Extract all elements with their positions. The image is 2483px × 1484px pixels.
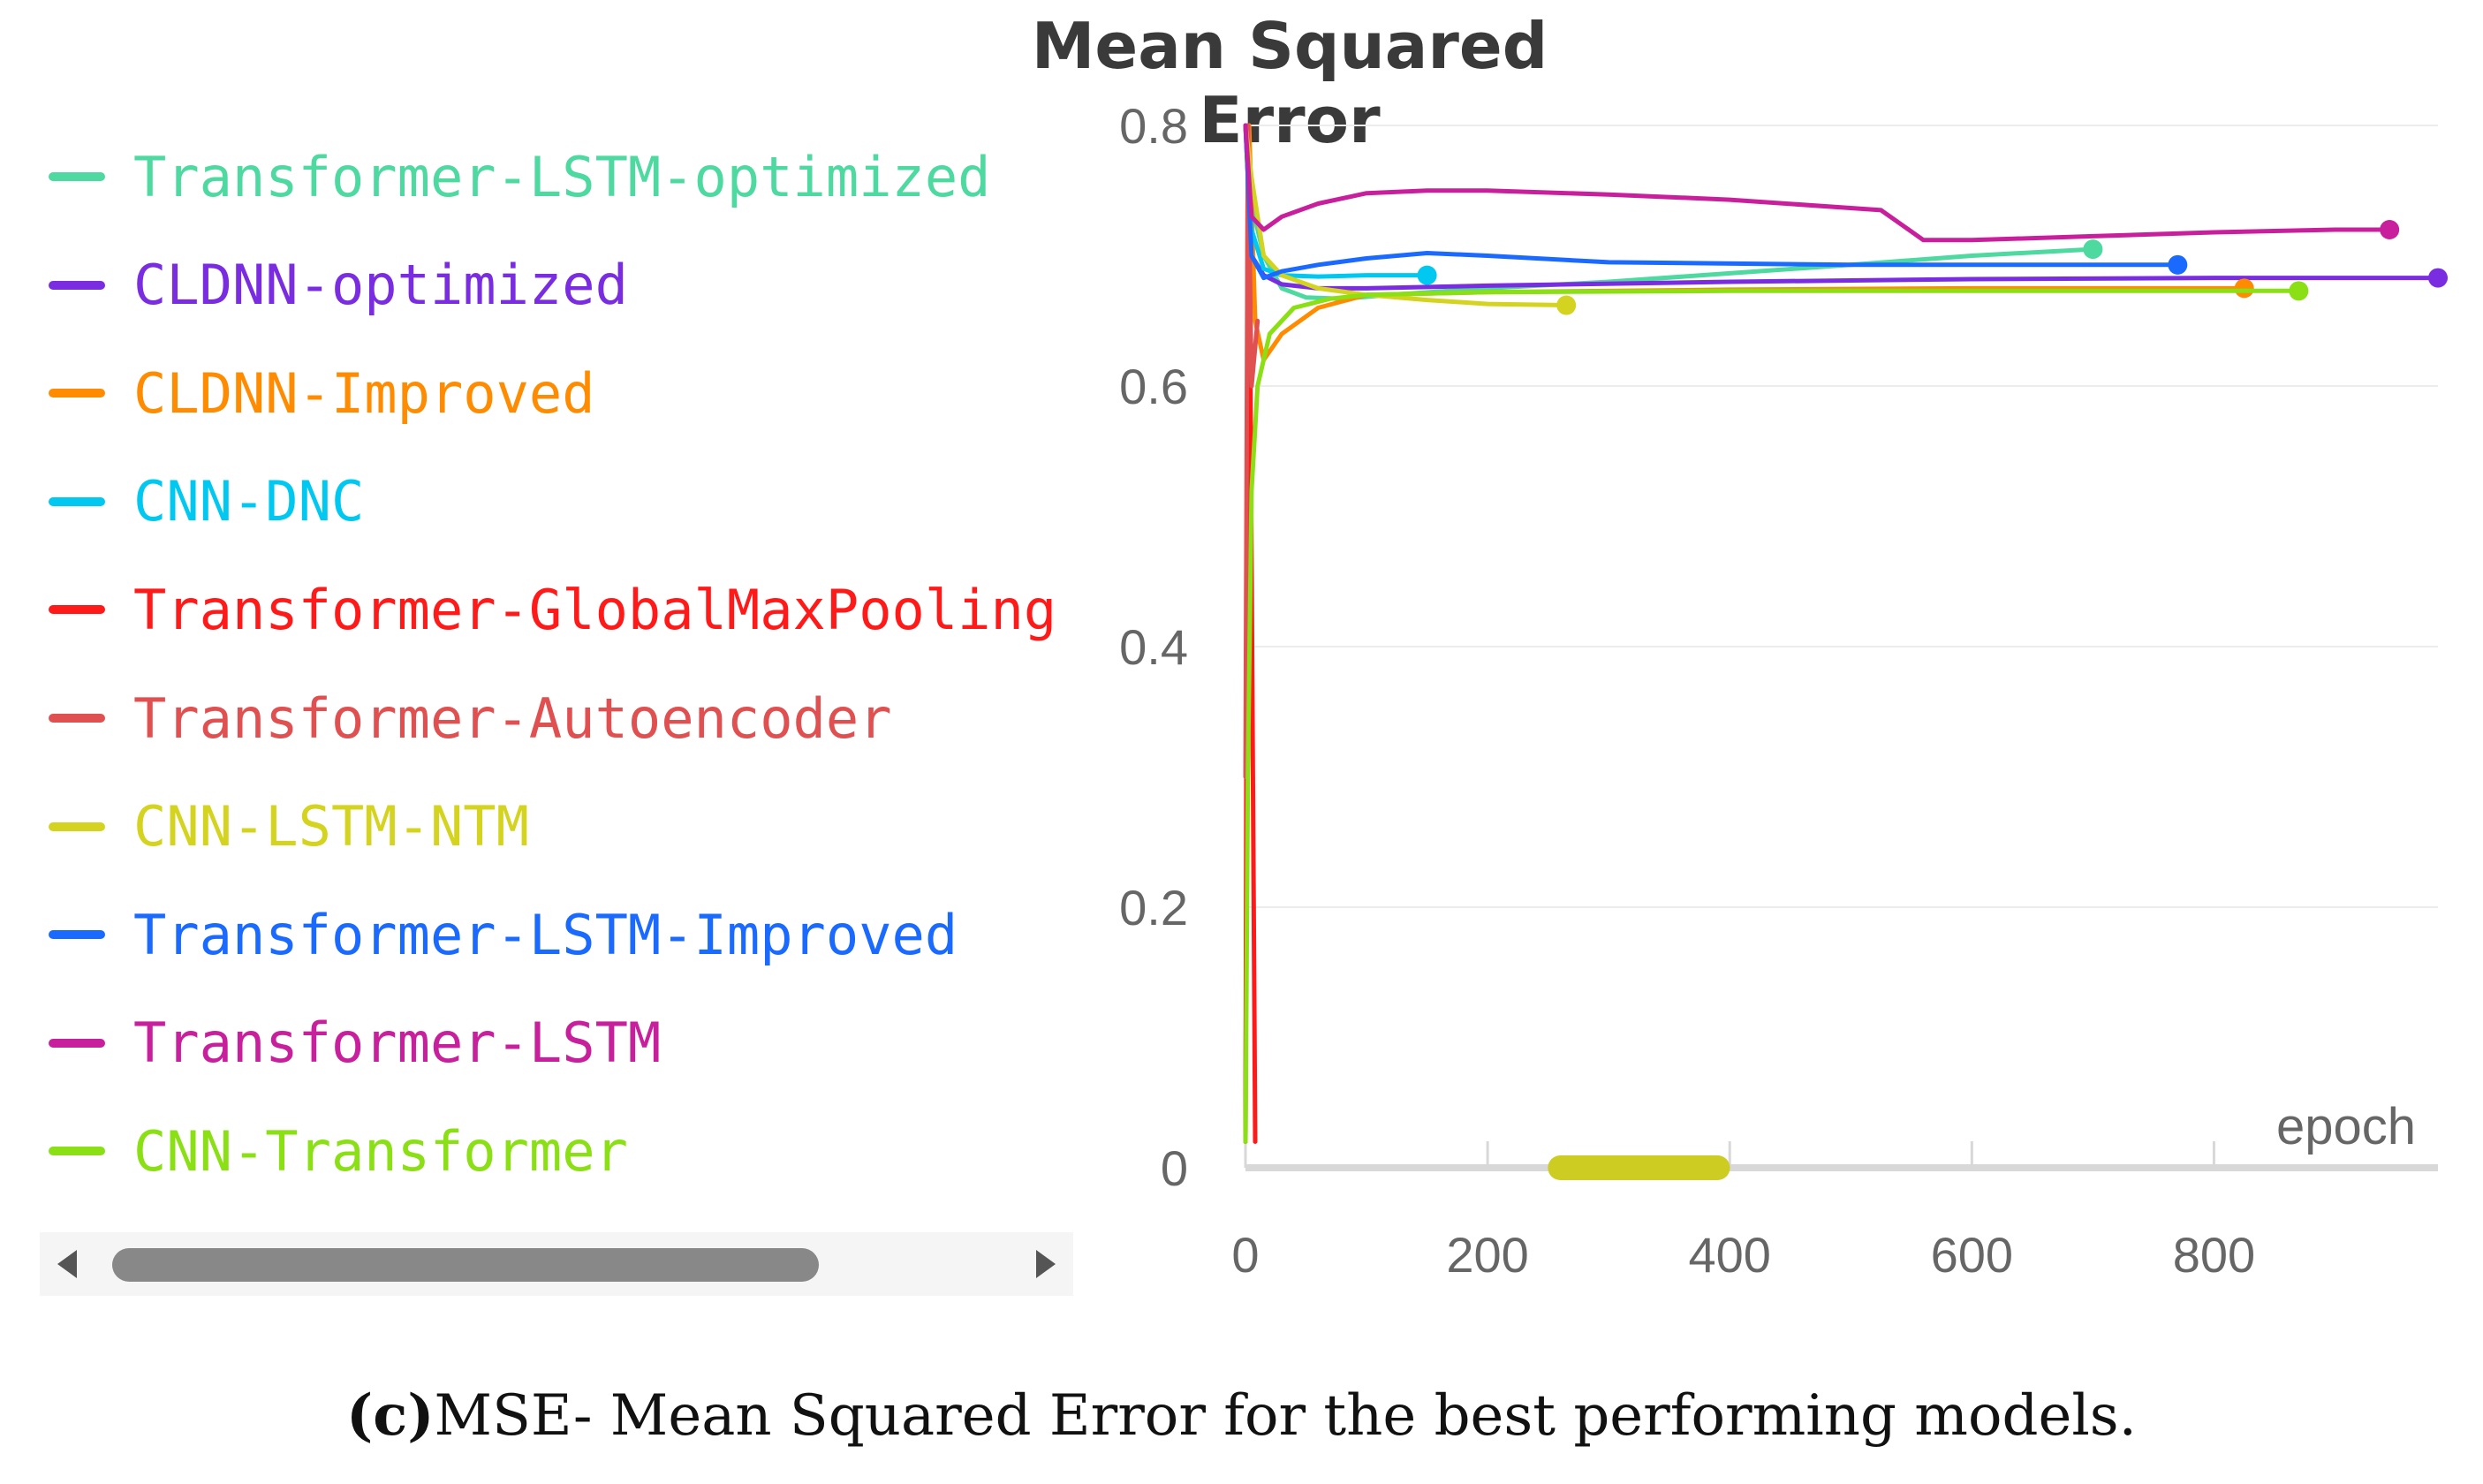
series-end-marker-transformer-lstm-optimized — [2083, 239, 2103, 260]
legend-swatch — [49, 1038, 105, 1048]
legend-item[interactable]: Transformer-Autoencoder — [49, 683, 892, 753]
y-tick-label: 0.6 — [1119, 359, 1188, 414]
x-tick-label: 800 — [2173, 1227, 2255, 1283]
series-line-cnn-lstm-ntm — [1243, 123, 1569, 307]
grid-lines — [1244, 125, 2438, 1171]
legend-swatch — [49, 280, 105, 290]
series-end-marker-transformer-lstm-improved — [2168, 254, 2188, 275]
legend-item[interactable]: Transformer-LSTM-optimized — [49, 141, 991, 212]
series-end-marker-transformer-lstm — [2380, 220, 2400, 239]
legend-label: Transformer-GlobalMaxPooling — [133, 577, 1057, 642]
legend-swatch — [49, 1147, 105, 1156]
series-lines — [1243, 123, 2448, 1144]
x-tick-label: 0 — [1231, 1227, 1259, 1283]
legend-item[interactable]: CLDNN-optimized — [49, 250, 628, 321]
y-tick-label: 0 — [1161, 1140, 1188, 1196]
y-tick-labels: 0 0.2 0.4 0.6 0.8 — [1119, 98, 1188, 1196]
legend-label: Transformer-LSTM — [133, 1011, 662, 1076]
legend-label: Transformer-LSTM-Improved — [133, 902, 958, 967]
legend-label: CLDNN-optimized — [133, 253, 628, 318]
legend-swatch — [49, 930, 105, 940]
legend-item[interactable]: CNN-DNC — [49, 466, 364, 537]
legend-label: CNN-LSTM-NTM — [133, 794, 529, 859]
figure-caption: (c)MSE- Mean Squared Error for the best … — [0, 1382, 2483, 1449]
legend-label: Transformer-LSTM-optimized — [133, 144, 991, 209]
legend-label: Transformer-Autoencoder — [133, 685, 892, 751]
legend-item[interactable]: CNN-LSTM-NTM — [49, 791, 529, 862]
x-tick-label: 200 — [1446, 1227, 1528, 1283]
plot-area: 0 200 400 600 800 0 0.2 0.4 0.6 0.8 epoch — [1119, 98, 2448, 1283]
legend-swatch — [49, 822, 105, 831]
legend-item[interactable]: CNN-Transformer — [49, 1116, 628, 1186]
legend-item[interactable]: Transformer-GlobalMaxPooling — [49, 574, 1056, 645]
x-tick-labels: 0 200 400 600 800 — [1231, 1227, 2255, 1283]
legend-swatch — [49, 605, 105, 615]
legend-label: CLDNN-Improved — [133, 360, 595, 426]
caption-label: (c) — [346, 1382, 435, 1449]
y-tick-label: 0.2 — [1119, 880, 1188, 935]
chart-title: Mean Squared Error — [1031, 9, 1548, 157]
series-line-cnn-transformer — [1243, 288, 2301, 1144]
series-end-marker-cnn-lstm-ntm — [1556, 295, 1577, 315]
scroll-right-arrow-icon[interactable] — [1036, 1250, 1056, 1278]
series-end-marker-cldnn-optimized — [2428, 268, 2448, 288]
series-end-marker-cldnn-improved — [2234, 278, 2254, 299]
scroll-left-arrow-icon[interactable] — [57, 1250, 77, 1278]
y-tick-label: 0.8 — [1119, 98, 1188, 154]
scroll-thumb[interactable] — [112, 1248, 819, 1282]
legend-item[interactable]: Transformer-LSTM-Improved — [49, 899, 958, 970]
legend-swatch — [49, 389, 105, 398]
legend-label: CNN-DNC — [133, 469, 365, 534]
series-end-marker-cnn-dnc — [1417, 265, 1437, 285]
legend-label: CNN-Transformer — [133, 1118, 628, 1184]
series-end-marker-cnn-transformer — [2289, 281, 2309, 301]
caption-text: MSE- Mean Squared Error for the best per… — [434, 1383, 2137, 1449]
x-axis-label: epoch — [2276, 1098, 2416, 1155]
x-tick-label: 600 — [1931, 1227, 2013, 1283]
legend-item[interactable]: Transformer-LSTM — [49, 1008, 661, 1079]
legend-swatch — [49, 714, 105, 723]
x-tick-label: 400 — [1689, 1227, 1771, 1283]
series-line-transformer-lstm — [1243, 123, 2392, 243]
y-tick-label: 0.4 — [1119, 619, 1188, 675]
legend-swatch — [49, 496, 105, 506]
series-line-transformer-lstm-optimized — [1243, 123, 2095, 301]
series-line-transformer-lstm-improved — [1243, 123, 2180, 281]
legend-scrollbar[interactable] — [40, 1232, 1073, 1296]
legend-item[interactable]: CLDNN-Improved — [49, 358, 595, 428]
legend-swatch — [49, 172, 105, 181]
